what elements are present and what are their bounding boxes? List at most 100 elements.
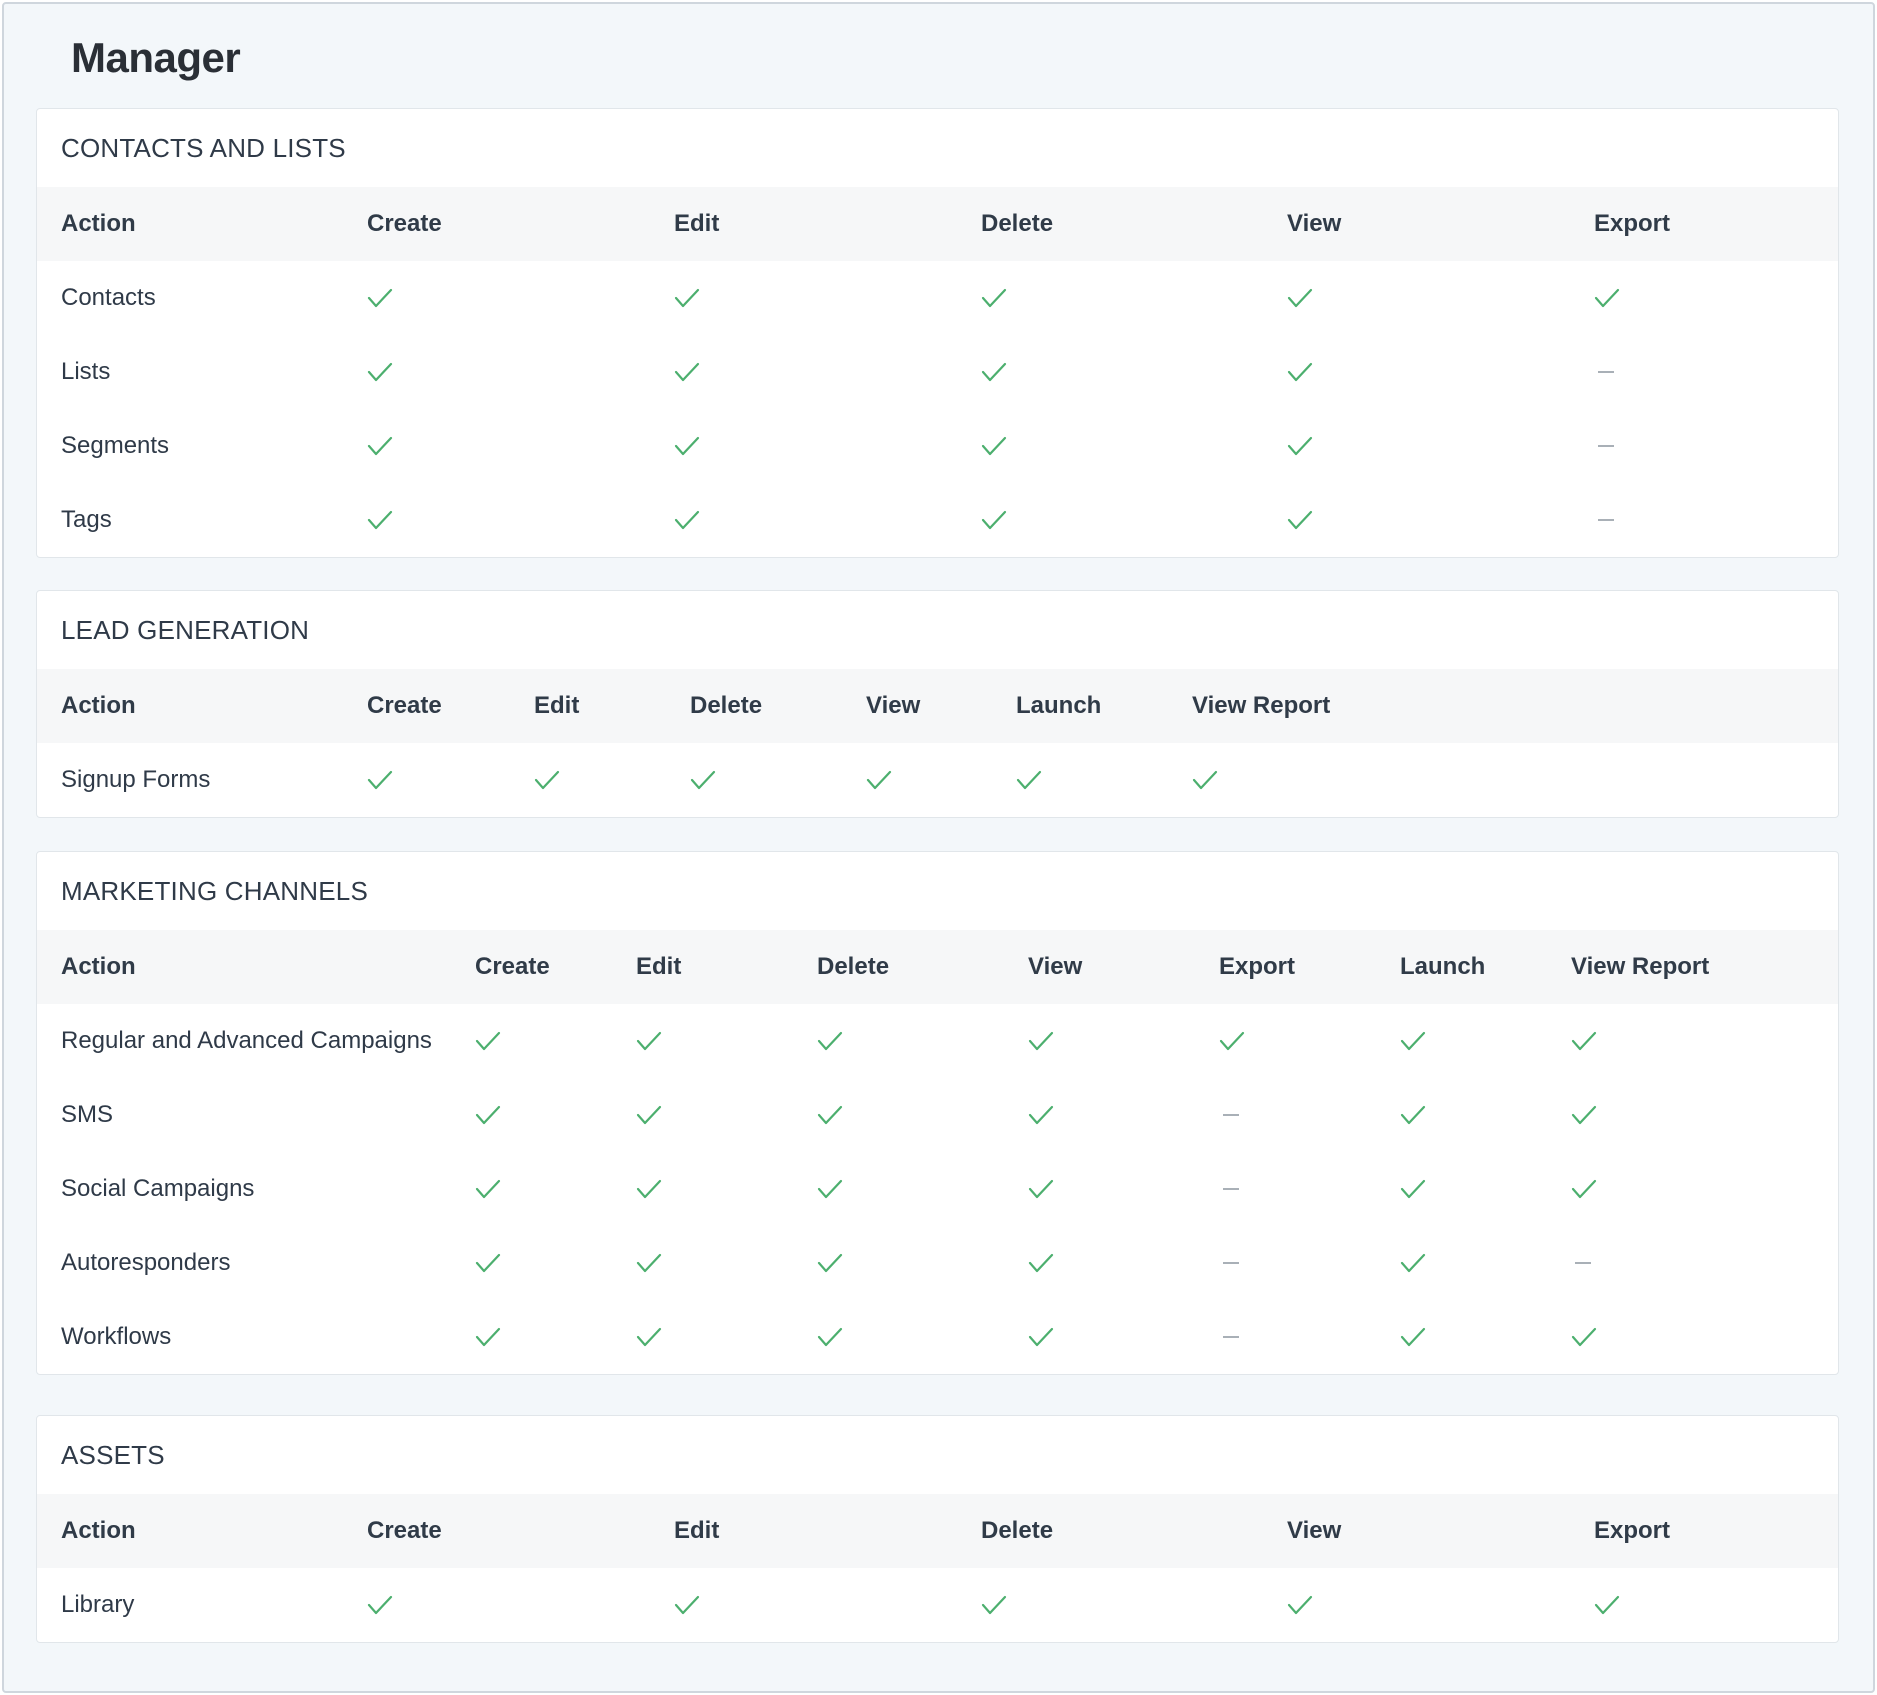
table-row: Tags: [37, 483, 1838, 557]
table-row: Library: [37, 1568, 1838, 1642]
check-icon: [1016, 743, 1042, 817]
check-icon: [475, 1300, 501, 1374]
check-icon: [367, 409, 393, 483]
check-icon: [1400, 1004, 1426, 1078]
table-header-row: Action Create Edit Delete View Export: [37, 1494, 1838, 1568]
section-assets: ASSETS Action Create Edit Delete View Export Li…: [36, 1415, 1839, 1643]
table-row: Lists: [37, 335, 1838, 409]
column-header-export: Export: [1219, 953, 1296, 980]
column-header-view: View: [1028, 953, 1083, 980]
column-header-action: Action: [61, 953, 136, 980]
column-header-view-report: View Report: [1192, 692, 1331, 719]
column-header-delete: Delete: [981, 210, 1054, 237]
check-icon: [475, 1004, 501, 1078]
row-label-social-campaigns: Social Campaigns: [61, 1175, 255, 1202]
column-header-export: Export: [1594, 1517, 1671, 1544]
column-header-view: View: [1287, 1517, 1342, 1544]
check-icon: [1028, 1004, 1054, 1078]
column-header-create: Create: [367, 1517, 442, 1544]
check-icon: [817, 1004, 843, 1078]
check-icon: [866, 743, 892, 817]
check-icon: [817, 1152, 843, 1226]
section-title: CONTACTS AND LISTS: [61, 133, 346, 163]
check-icon: [690, 743, 716, 817]
row-label-lists: Lists: [61, 358, 111, 385]
check-icon: [674, 335, 700, 409]
check-icon: [981, 483, 1007, 557]
check-icon: [1287, 409, 1313, 483]
check-icon: [674, 1568, 700, 1642]
check-icon: [534, 743, 560, 817]
table-row: Social Campaigns: [37, 1152, 1838, 1226]
check-icon: [1400, 1226, 1426, 1300]
check-icon: [367, 261, 393, 335]
column-header-launch: Launch: [1400, 953, 1486, 980]
column-header-create: Create: [367, 692, 442, 719]
row-label-tags: Tags: [61, 506, 112, 533]
page-title: Manager: [71, 34, 241, 81]
check-icon: [1571, 1004, 1597, 1078]
column-header-edit: Edit: [636, 953, 682, 980]
table-header-row: Action Create Edit Delete View Export Launch Vi…: [37, 930, 1838, 1004]
check-icon: [367, 483, 393, 557]
column-header-delete: Delete: [817, 953, 890, 980]
table-header-row: Action Create Edit Delete View Launch View Rep…: [37, 669, 1838, 743]
column-header-action: Action: [61, 210, 136, 237]
check-icon: [981, 261, 1007, 335]
check-icon: [1028, 1300, 1054, 1374]
dash-icon: [1594, 483, 1614, 557]
row-label-regular-and-advanced-campaigns: Regular and Advanced Campaigns: [61, 1027, 432, 1054]
check-icon: [981, 409, 1007, 483]
check-icon: [1594, 1568, 1620, 1642]
column-header-edit: Edit: [674, 1517, 720, 1544]
check-icon: [1400, 1078, 1426, 1152]
column-header-delete: Delete: [690, 692, 763, 719]
column-header-action: Action: [61, 692, 136, 719]
table-row: SMS: [37, 1078, 1838, 1152]
dash-icon: [1219, 1300, 1239, 1374]
check-icon: [1287, 483, 1313, 557]
check-icon: [1571, 1152, 1597, 1226]
check-icon: [1400, 1152, 1426, 1226]
check-icon: [1594, 261, 1620, 335]
column-header-view: View: [866, 692, 921, 719]
table-header-row: Action Create Edit Delete View Export: [37, 187, 1838, 261]
check-icon: [1400, 1300, 1426, 1374]
section-title: MARKETING CHANNELS: [61, 876, 368, 906]
check-icon: [1028, 1226, 1054, 1300]
check-icon: [674, 483, 700, 557]
row-label-segments: Segments: [61, 432, 170, 459]
row-label-autoresponders: Autoresponders: [61, 1249, 231, 1276]
check-icon: [636, 1226, 662, 1300]
check-icon: [636, 1152, 662, 1226]
dash-icon: [1594, 409, 1614, 483]
column-header-edit: Edit: [674, 210, 720, 237]
dash-icon: [1219, 1226, 1239, 1300]
check-icon: [817, 1300, 843, 1374]
check-icon: [1287, 335, 1313, 409]
column-header-view-report: View Report: [1571, 953, 1710, 980]
dash-icon: [1571, 1226, 1591, 1300]
dash-icon: [1219, 1152, 1239, 1226]
check-icon: [367, 335, 393, 409]
section-marketing-channels: MARKETING CHANNELS Action Create Edit Delete…: [36, 851, 1839, 1375]
section-title: LEAD GENERATION: [61, 615, 310, 645]
section-lead-generation: LEAD GENERATION Action Create Edit Delete Vie…: [36, 590, 1839, 818]
row-label-sms: SMS: [61, 1101, 114, 1128]
check-icon: [475, 1078, 501, 1152]
table-row: Workflows: [37, 1300, 1838, 1374]
table-row: Segments: [37, 409, 1838, 483]
row-label-contacts: Contacts: [61, 284, 156, 311]
check-icon: [1571, 1300, 1597, 1374]
check-icon: [817, 1226, 843, 1300]
column-header-create: Create: [367, 210, 442, 237]
check-icon: [1287, 1568, 1313, 1642]
dash-icon: [1219, 1078, 1239, 1152]
check-icon: [367, 743, 393, 817]
dash-icon: [1594, 335, 1614, 409]
row-label-signup-forms: Signup Forms: [61, 766, 211, 793]
section-contacts-and-lists: CONTACTS AND LISTS Action Create Edit Delete…: [36, 108, 1839, 558]
check-icon: [1571, 1078, 1597, 1152]
column-header-view: View: [1287, 210, 1342, 237]
row-label-workflows: Workflows: [61, 1323, 172, 1350]
